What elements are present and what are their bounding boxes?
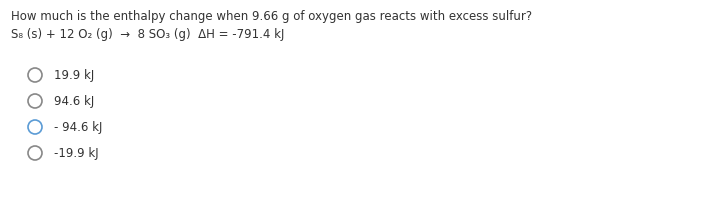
Text: - 94.6 kJ: - 94.6 kJ (54, 121, 102, 134)
Text: 19.9 kJ: 19.9 kJ (54, 69, 94, 82)
Text: S₈ (s) + 12 O₂ (g)  →  8 SO₃ (g)  ΔH = -791.4 kJ: S₈ (s) + 12 O₂ (g) → 8 SO₃ (g) ΔH = -791… (11, 28, 285, 41)
Text: 94.6 kJ: 94.6 kJ (54, 95, 94, 108)
Text: -19.9 kJ: -19.9 kJ (54, 147, 99, 160)
Text: How much is the enthalpy change when 9.66 g of oxygen gas reacts with excess sul: How much is the enthalpy change when 9.6… (11, 10, 532, 23)
